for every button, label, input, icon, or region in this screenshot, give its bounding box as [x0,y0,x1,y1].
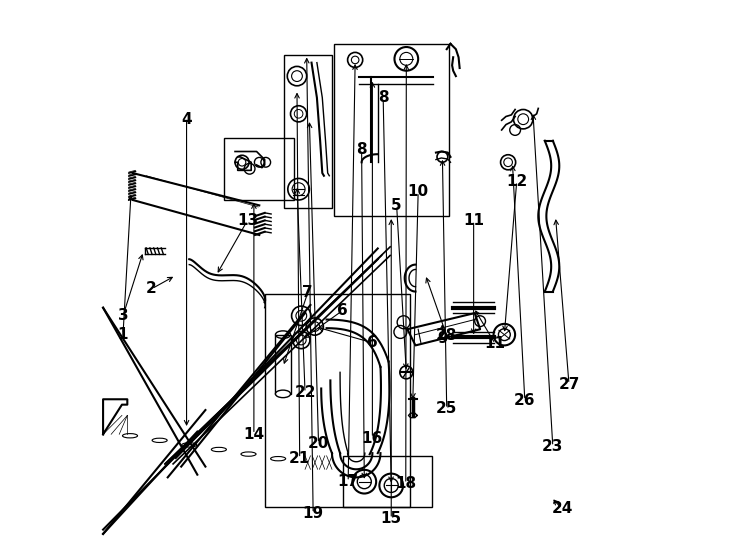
Text: 10: 10 [407,184,429,199]
Text: 27: 27 [559,377,580,392]
Text: 22: 22 [294,386,316,400]
Bar [334,44,449,216]
Text: 11: 11 [463,213,484,228]
Text: 24: 24 [551,501,573,516]
Bar [225,138,294,200]
Bar [343,456,432,507]
Text: 12: 12 [506,174,527,188]
Text: 28: 28 [436,328,457,343]
Text: 21: 21 [289,451,310,466]
Text: 6: 6 [367,335,378,350]
Text: 18: 18 [395,476,416,491]
Bar [265,294,410,507]
Text: 8: 8 [378,90,388,105]
Text: 2: 2 [146,281,157,296]
Text: 4: 4 [181,112,192,127]
Bar [283,55,332,208]
Text: 11: 11 [484,336,506,352]
Bar [275,335,291,394]
Text: 9: 9 [437,332,448,347]
Text: 16: 16 [362,430,383,445]
Text: 26: 26 [514,393,536,408]
Text: 23: 23 [542,439,564,454]
Text: 19: 19 [302,506,324,521]
Text: 20: 20 [308,436,330,451]
Text: 8: 8 [356,142,367,157]
Text: 6: 6 [338,303,348,318]
Text: 14: 14 [244,427,264,442]
Text: 7: 7 [302,285,313,300]
Text: 3: 3 [117,308,128,323]
Text: 13: 13 [237,213,258,228]
Text: 1: 1 [117,327,128,342]
Text: 17: 17 [338,474,359,489]
Text: 5: 5 [391,198,402,213]
Text: 15: 15 [381,511,401,526]
Text: 25: 25 [436,401,457,416]
Ellipse shape [275,390,291,397]
